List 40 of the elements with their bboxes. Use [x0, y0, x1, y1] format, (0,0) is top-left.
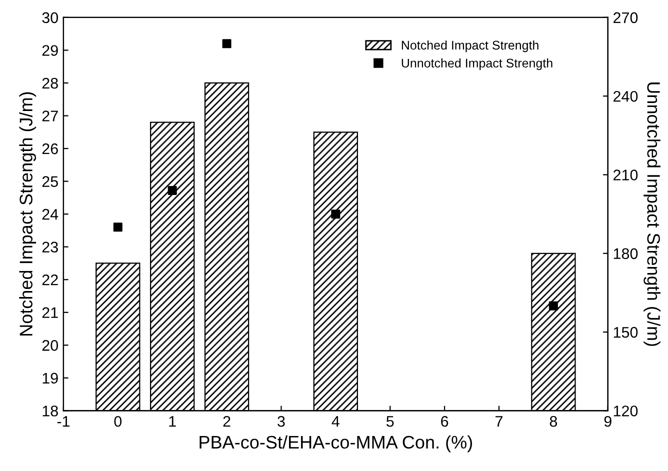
y2-tick-label: 150 [614, 326, 638, 338]
y-tick-label: 25 [42, 176, 58, 187]
y-tick-label: 24 [42, 208, 58, 220]
legend-label: Unnotched Impact Strength [402, 58, 552, 70]
point [331, 210, 340, 219]
y2-tick-label: 240 [614, 90, 638, 102]
x-tick-label: 0 [114, 416, 122, 427]
x-tick-label: -1 [57, 416, 70, 427]
x-tick-label: 7 [496, 416, 502, 427]
y-tick-label: 29 [42, 45, 58, 56]
point [222, 39, 232, 48]
y-tick-label: 30 [42, 12, 58, 24]
y-tick-label: 21 [42, 307, 58, 318]
y-tick-label: 27 [42, 110, 58, 122]
y-tick-label: 19 [42, 372, 58, 384]
x-tick-label: 6 [441, 416, 448, 427]
y-tick-label: 23 [42, 242, 58, 253]
y-axis-title: Notched Impact Strength (J/m) [19, 92, 36, 336]
x-tick-label: 5 [386, 416, 394, 427]
x-tick-label: 8 [550, 416, 558, 427]
y-tick-label: 20 [42, 340, 58, 351]
x-tick-label: 2 [223, 416, 230, 427]
x-tick-label: 3 [278, 416, 285, 427]
y-tick-label: 26 [42, 143, 58, 154]
y-tick-label: 22 [42, 274, 58, 286]
y2-tick-label: 180 [614, 248, 638, 260]
y-tick-label: 18 [42, 406, 58, 416]
x-tick-label: 4 [332, 416, 340, 427]
y-tick-label: 28 [42, 78, 58, 89]
y2-tick-label: 120 [614, 406, 638, 416]
x-axis-title: PBA-co-St/EHA-co-MMA Con. (%) [200, 435, 472, 452]
point [113, 222, 122, 232]
point [168, 186, 177, 195]
y2-tick-label: 210 [614, 170, 638, 180]
y2-axis-title: Unnotched Impact Strength (J/m) [644, 82, 660, 346]
legend-label: Notched Impact Strength [402, 40, 538, 52]
point [548, 301, 558, 310]
x-tick-label: 1 [169, 416, 176, 427]
y2-tick-label: 270 [614, 12, 638, 24]
x-tick-label: 9 [604, 416, 612, 427]
